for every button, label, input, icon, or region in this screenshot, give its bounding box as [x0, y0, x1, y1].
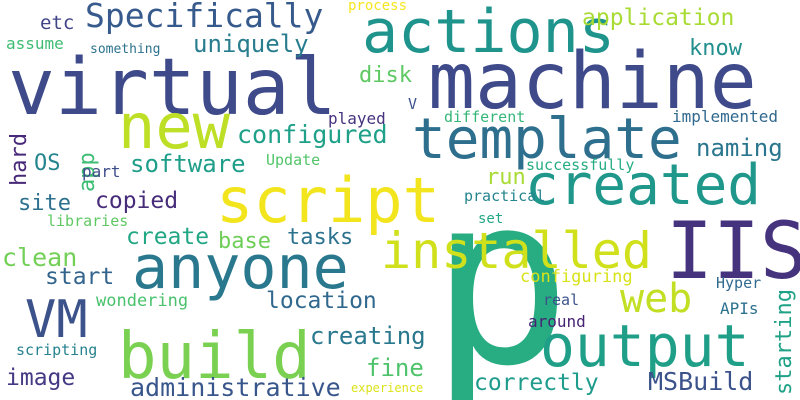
- word-different: different: [444, 108, 525, 126]
- word-practical: practical: [464, 187, 545, 205]
- word-image: image: [6, 365, 75, 391]
- word-set: set: [478, 211, 503, 227]
- word-scripting: scripting: [16, 341, 97, 359]
- word-assume: assume: [6, 34, 64, 53]
- word-hyper: Hyper: [716, 274, 761, 292]
- word-played: played: [328, 109, 386, 128]
- word-app: app: [75, 152, 100, 192]
- word-build: build: [118, 320, 311, 394]
- word-web: web: [620, 276, 692, 322]
- word-specifically: Specifically: [85, 0, 323, 35]
- word-implemented: implemented: [672, 107, 778, 126]
- word-p: p: [430, 145, 571, 400]
- word-creating: creating: [310, 322, 426, 350]
- word-output: output: [540, 312, 750, 380]
- word-site: site: [18, 191, 71, 216]
- word-create: create: [126, 224, 209, 250]
- word-naming: naming: [696, 134, 783, 162]
- word-os: OS: [34, 151, 61, 176]
- word-start: start: [45, 264, 114, 290]
- word-real: real: [543, 291, 579, 309]
- word-software: software: [130, 150, 246, 178]
- word-wondering: wondering: [96, 291, 188, 311]
- word-apis: APIs: [720, 299, 759, 318]
- word-virtual: virtual: [8, 43, 337, 133]
- word-uniquely: uniquely: [193, 30, 309, 58]
- word-fine: fine: [366, 354, 424, 382]
- word-hard: hard: [7, 133, 32, 186]
- word-correctly: correctly: [474, 370, 599, 396]
- word-administrative: administrative: [130, 373, 341, 400]
- word-new: new: [118, 90, 231, 163]
- word-v: V: [408, 95, 417, 113]
- word-something: something: [90, 42, 160, 57]
- word-iis: IIS: [666, 207, 800, 297]
- word-know: know: [689, 36, 743, 61]
- word-template: template: [412, 107, 682, 172]
- word-disk: disk: [359, 63, 412, 88]
- word-copied: copied: [95, 188, 178, 214]
- word-configuring: configuring: [520, 267, 633, 287]
- word-successfully: successfully: [526, 156, 634, 174]
- word-base: base: [218, 229, 271, 254]
- word-update: Update: [266, 151, 320, 169]
- word-installed: installed: [381, 222, 652, 280]
- word-experience: experience: [351, 381, 423, 395]
- word-clean: clean: [2, 243, 77, 272]
- word-configured: configured: [237, 120, 388, 149]
- word-created: created: [525, 153, 761, 218]
- word-location: location: [266, 288, 377, 314]
- word-machine: machine: [428, 37, 757, 127]
- word-anyone: anyone: [132, 233, 349, 303]
- word-actions: actions: [362, 0, 615, 67]
- word-script: script: [216, 164, 440, 237]
- word-libraries: libraries: [47, 212, 128, 230]
- word-msbuild: MSBuild: [648, 367, 753, 396]
- word-starting: starting: [772, 289, 797, 395]
- word-process: process: [348, 0, 407, 14]
- word-around: around: [528, 312, 586, 331]
- word-part: part: [82, 162, 121, 181]
- word-application: application: [582, 5, 734, 31]
- word-vm: VM: [25, 290, 88, 350]
- word-tasks: tasks: [287, 225, 353, 250]
- word-run: run: [486, 165, 526, 190]
- word-etc: etc: [40, 12, 74, 34]
